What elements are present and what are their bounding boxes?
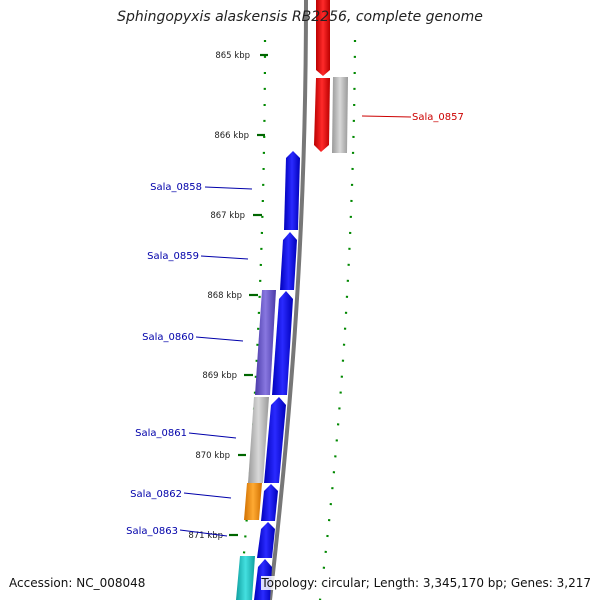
reverse-strand-features <box>314 0 348 153</box>
tick-label-865: 865 kbp <box>215 51 250 61</box>
gene-label-sala-0858: Sala_0858 <box>150 182 202 193</box>
kbp-tick-labels: 865 kbp 866 kbp 867 kbp 868 kbp 869 kbp … <box>188 51 250 541</box>
label-leaders <box>179 115 412 537</box>
tick-label-868: 868 kbp <box>207 291 242 301</box>
gene-label-sala-0857: Sala_0857 <box>412 112 464 123</box>
tick-label-871: 871 kbp <box>188 531 223 541</box>
gene-feature-bottom-teal <box>236 556 255 600</box>
gene-feature-sala-0858 <box>284 151 300 230</box>
gene-feature-sala-0862 <box>261 484 278 521</box>
gene-feature-top-red <box>316 0 330 76</box>
gene-labels: Sala_0857 Sala_0858 Sala_0859 Sala_0860 … <box>126 112 464 537</box>
gene-feature-sala-0857 <box>314 78 330 152</box>
gene-feature-sala-0861 <box>264 397 286 483</box>
gene-feature-sala-0861-gray <box>248 397 269 483</box>
kbp-ticks <box>229 53 268 537</box>
gene-feature-sala-0860-purple <box>255 290 276 395</box>
topology-text: Topology: circular; Length: 3,345,170 bp… <box>261 576 591 590</box>
gene-feature-gray-right <box>332 77 348 153</box>
gene-label-sala-0863: Sala_0863 <box>126 526 178 537</box>
gene-label-sala-0862: Sala_0862 <box>130 489 182 500</box>
tick-label-869: 869 kbp <box>202 371 237 381</box>
tick-label-867: 867 kbp <box>210 211 245 221</box>
gene-feature-sala-0863 <box>257 522 275 558</box>
gene-label-sala-0861: Sala_0861 <box>135 428 187 439</box>
tick-label-870: 870 kbp <box>195 451 230 461</box>
gene-feature-sala-0862-orange <box>244 483 262 520</box>
gene-label-sala-0860: Sala_0860 <box>142 332 194 343</box>
gene-label-sala-0859: Sala_0859 <box>147 251 199 262</box>
gene-feature-sala-0859 <box>280 232 297 290</box>
genome-title: Sphingopyxis alaskensis RB2256, complete… <box>117 9 483 25</box>
gene-feature-sala-0860 <box>272 291 293 395</box>
tick-label-866: 866 kbp <box>214 131 249 141</box>
genome-backbone <box>268 0 308 600</box>
accession-text: Accession: NC_008048 <box>9 576 146 590</box>
